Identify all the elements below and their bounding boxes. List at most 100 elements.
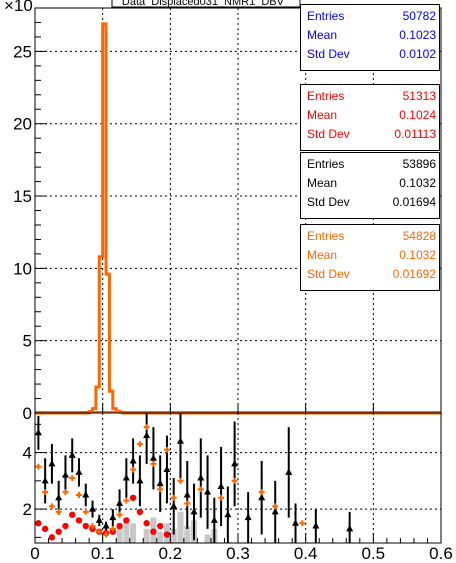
stats-label: Entries	[307, 89, 345, 103]
black-triangle-point	[95, 516, 103, 523]
stats-value: 0.01694	[392, 195, 436, 209]
stats-value: 0.01692	[392, 267, 436, 281]
stats-value: 0.1024	[399, 108, 436, 122]
stats-row: Entries 51313	[307, 87, 436, 106]
bottom-panel-marks	[34, 413, 354, 543]
stats-label: Std Dev	[307, 47, 350, 61]
stats-row: Entries 50782	[307, 7, 436, 26]
stats-row: Std Dev 0.0102	[307, 45, 436, 64]
red-circle-point	[75, 517, 83, 524]
black-triangle-point	[61, 471, 69, 478]
gray-ratio-bar	[143, 528, 150, 543]
black-triangle-point	[244, 513, 252, 521]
black-triangle-point	[89, 505, 97, 512]
stats-value: 0.0102	[399, 47, 436, 61]
top-y-tick-label: 5	[23, 332, 32, 351]
x-tick-label: 0.3	[226, 544, 250, 563]
stats-box-orange: Entries 54828 Mean 0.1032 Std Dev 0.01692	[300, 224, 440, 291]
red-circle-point	[82, 522, 89, 530]
red-circle-point	[156, 522, 164, 530]
x-tick-label: 0.2	[159, 544, 183, 563]
bottom-y-tick-label: 4	[23, 444, 32, 463]
title-box	[111, 0, 301, 8]
black-triangle-point	[156, 479, 164, 487]
stats-label: Entries	[307, 9, 345, 23]
black-triangle-point	[346, 524, 354, 532]
stats-row: Mean 0.1032	[307, 246, 436, 265]
stats-label: Mean	[307, 176, 338, 190]
red-circle-point	[62, 522, 69, 530]
red-circle-point	[136, 508, 144, 516]
stats-row: Std Dev 0.01692	[307, 265, 436, 284]
stats-row: Std Dev 0.01694	[307, 193, 436, 212]
x-tick-label: 0	[30, 544, 39, 563]
black-triangle-point	[109, 513, 117, 521]
top-y-tick-label: 20	[13, 115, 32, 134]
stats-label: Entries	[307, 229, 345, 243]
black-triangle-point	[129, 457, 137, 464]
red-circle-point	[143, 520, 150, 527]
black-triangle-point	[136, 476, 144, 484]
black-triangle-point	[176, 437, 184, 444]
black-triangle-point	[197, 474, 205, 481]
stats-value: 0.1032	[399, 248, 436, 262]
black-triangle-point	[231, 459, 239, 467]
black-triangle-point	[34, 428, 42, 436]
bottom-y-tick-label: 2	[23, 500, 32, 519]
top-y-tick-label: 10	[13, 259, 32, 278]
x-tick-label: 0.6	[429, 544, 453, 563]
stats-label: Std Dev	[307, 267, 350, 281]
black-triangle-point	[292, 519, 300, 526]
black-triangle-point	[204, 488, 212, 495]
stats-label: Mean	[307, 28, 338, 42]
gray-ratio-bar	[130, 523, 137, 543]
black-triangle-point	[271, 507, 279, 515]
stats-row: Mean 0.1032	[307, 174, 436, 193]
red-circle-point	[163, 531, 171, 538]
gray-ratio-bar	[177, 511, 184, 543]
black-triangle-point	[68, 451, 76, 458]
black-triangle-point	[163, 465, 171, 473]
black-triangle-point	[75, 468, 83, 475]
stats-row: Std Dev 0.01113	[307, 125, 436, 144]
stats-value: 53896	[402, 157, 436, 171]
black-triangle-point	[55, 493, 63, 501]
x-tick-label: 0.5	[362, 544, 386, 563]
black-triangle-point	[149, 454, 157, 461]
gray-ratio-bar	[123, 520, 130, 543]
red-circle-point	[35, 520, 42, 527]
stats-box-red: Entries 51313 Mean 0.1024 Std Dev 0.01113	[300, 84, 440, 151]
stats-value: 54828	[402, 229, 436, 243]
bottom-panel-grid	[35, 413, 441, 543]
stats-label: Entries	[307, 157, 345, 171]
black-triangle-point	[41, 476, 49, 484]
stats-row: Entries 54828	[307, 227, 436, 246]
stats-row: Mean 0.1023	[307, 26, 436, 45]
black-triangle-point	[312, 522, 320, 529]
gray-ratio-bar	[184, 526, 191, 543]
top-y-tick-label: 15	[13, 187, 32, 206]
stats-label: Mean	[307, 248, 338, 262]
top-y-tick-label: 25	[13, 42, 32, 61]
black-triangle-point	[116, 499, 124, 506]
stats-row: Mean 0.1024	[307, 106, 436, 125]
stats-row: Entries 53896	[307, 155, 436, 174]
black-triangle-point	[170, 502, 178, 509]
stats-value: 0.1032	[399, 176, 436, 190]
red-circle-point	[116, 522, 123, 530]
red-circle-point	[55, 528, 62, 535]
stats-label: Std Dev	[307, 195, 350, 209]
stats-value: 0.1023	[399, 28, 436, 42]
black-triangle-point	[190, 507, 198, 515]
gray-ratio-bar	[116, 526, 123, 543]
black-triangle-point	[48, 459, 56, 467]
stats-label: Std Dev	[307, 127, 350, 141]
stats-value: 51313	[402, 89, 436, 103]
black-triangle-point	[82, 490, 90, 498]
x-tick-label: 0.4	[294, 544, 318, 563]
red-circle-point	[69, 511, 76, 518]
stats-box-blue: Entries 50782 Mean 0.1023 Std Dev 0.0102	[300, 4, 440, 71]
black-triangle-point	[285, 468, 293, 475]
red-circle-point	[150, 528, 157, 535]
gray-ratio-bar	[170, 528, 177, 543]
